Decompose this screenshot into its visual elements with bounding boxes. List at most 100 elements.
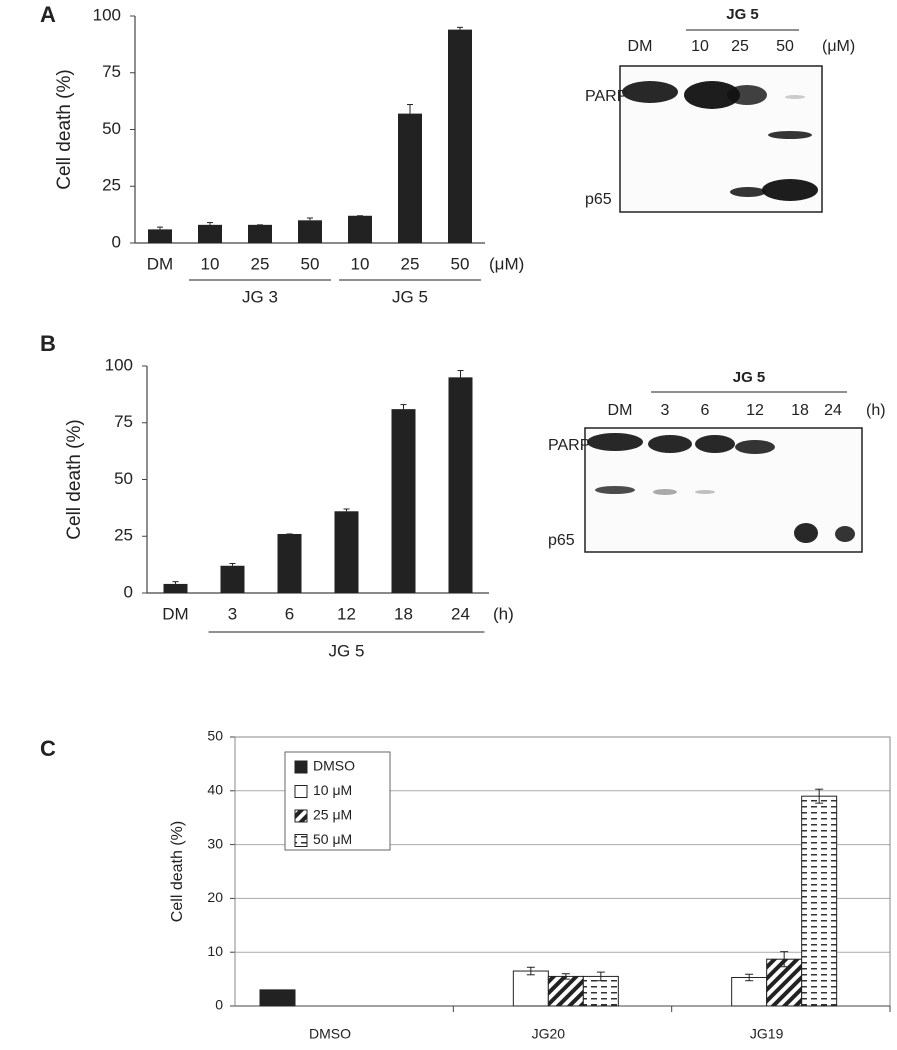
row-label: p65 xyxy=(585,191,612,208)
y-tick-label: 10 xyxy=(207,943,223,959)
y-tick-label: 20 xyxy=(207,889,223,905)
panel-letter: A xyxy=(40,2,56,27)
y-axis-label: Cell death (%) xyxy=(169,821,186,922)
row-label: PARP xyxy=(548,437,590,454)
bar xyxy=(163,583,188,593)
y-tick-label: 100 xyxy=(105,355,133,374)
lane-label: 6 xyxy=(701,402,710,419)
band xyxy=(785,95,805,99)
x-tick-label: 25 xyxy=(251,254,270,273)
unit-label: (μM) xyxy=(822,38,855,55)
y-axis-label: Cell death (%) xyxy=(64,419,85,539)
x-tick-label: 6 xyxy=(285,604,294,623)
y-tick-label: 75 xyxy=(102,62,121,81)
unit-label: (h) xyxy=(493,604,514,623)
x-tick-label: 10 xyxy=(201,254,220,273)
bar xyxy=(448,29,472,244)
bar xyxy=(348,215,372,243)
band xyxy=(695,435,735,453)
lane-label: 10 xyxy=(691,38,709,55)
bar xyxy=(148,229,172,243)
x-tick-label: 3 xyxy=(228,604,237,623)
y-tick-label: 100 xyxy=(93,5,121,24)
lane-label: 3 xyxy=(661,402,670,419)
y-tick-label: 50 xyxy=(207,728,223,744)
x-tick-label: 24 xyxy=(451,604,470,623)
y-tick-label: 25 xyxy=(114,526,133,545)
band xyxy=(587,433,643,451)
bar xyxy=(298,220,322,243)
lane-label: 50 xyxy=(776,38,794,55)
band xyxy=(595,486,635,494)
band xyxy=(735,440,775,454)
row-label: p65 xyxy=(548,532,575,549)
bar xyxy=(801,795,838,1007)
group-label: JG 5 xyxy=(726,6,759,23)
x-tick-label: 10 xyxy=(351,254,370,273)
x-tick-label: 25 xyxy=(401,254,420,273)
x-tick-label: DMSO xyxy=(309,1026,351,1042)
x-tick-label: DM xyxy=(162,604,188,623)
band xyxy=(622,81,678,103)
legend-swatch xyxy=(294,760,308,774)
y-tick-label: 0 xyxy=(215,997,223,1013)
bar xyxy=(448,377,473,593)
y-tick-label: 50 xyxy=(102,119,121,138)
y-tick-label: 25 xyxy=(102,176,121,195)
legend-label: 25 μM xyxy=(313,807,352,823)
bar xyxy=(198,224,222,243)
bar xyxy=(248,224,272,243)
band xyxy=(835,526,855,542)
lane-label: 24 xyxy=(824,402,842,419)
legend-label: 50 μM xyxy=(313,831,352,847)
y-axis-label: Cell death (%) xyxy=(54,69,75,189)
bar xyxy=(259,989,296,1007)
bar xyxy=(334,511,359,593)
legend-label: 10 μM xyxy=(313,782,352,798)
band xyxy=(695,490,715,494)
lane-label: DM xyxy=(608,402,633,419)
band xyxy=(727,85,767,105)
y-tick-label: 0 xyxy=(112,232,121,251)
bar xyxy=(512,970,549,1007)
x-tick-label: 50 xyxy=(451,254,470,273)
x-tick-label: 50 xyxy=(301,254,320,273)
bar xyxy=(547,975,584,1007)
band xyxy=(653,489,677,495)
group-label: JG 5 xyxy=(733,369,766,386)
band xyxy=(730,187,766,197)
legend-swatch xyxy=(294,809,308,823)
panel-letter: C xyxy=(40,736,56,761)
y-tick-label: 75 xyxy=(114,412,133,431)
legend-label: DMSO xyxy=(313,758,355,774)
y-tick-label: 0 xyxy=(124,582,133,601)
x-tick-label: DM xyxy=(147,254,173,273)
legend-swatch xyxy=(294,834,308,847)
group-label: JG 5 xyxy=(392,287,428,306)
group-label: JG 5 xyxy=(329,641,365,660)
y-tick-label: 50 xyxy=(114,469,133,488)
unit-label: (h) xyxy=(866,402,886,419)
band xyxy=(684,81,740,109)
band xyxy=(768,131,812,139)
x-tick-label: JG19 xyxy=(750,1026,784,1042)
lane-label: 12 xyxy=(746,402,764,419)
bar xyxy=(582,975,619,1007)
lane-label: 18 xyxy=(791,402,809,419)
bar xyxy=(731,976,768,1007)
bar xyxy=(277,533,302,593)
unit-label: (μM) xyxy=(489,254,524,273)
x-tick-label: JG20 xyxy=(532,1026,566,1042)
lane-label: 25 xyxy=(731,38,749,55)
x-tick-label: 18 xyxy=(394,604,413,623)
band xyxy=(648,435,692,453)
y-tick-label: 30 xyxy=(207,835,223,851)
panel-letter: B xyxy=(40,331,56,356)
x-tick-label: 12 xyxy=(337,604,356,623)
band xyxy=(762,179,818,201)
row-label: PARP xyxy=(585,88,627,105)
lane-label: DM xyxy=(628,38,653,55)
bar xyxy=(398,113,422,243)
y-tick-label: 40 xyxy=(207,782,223,798)
